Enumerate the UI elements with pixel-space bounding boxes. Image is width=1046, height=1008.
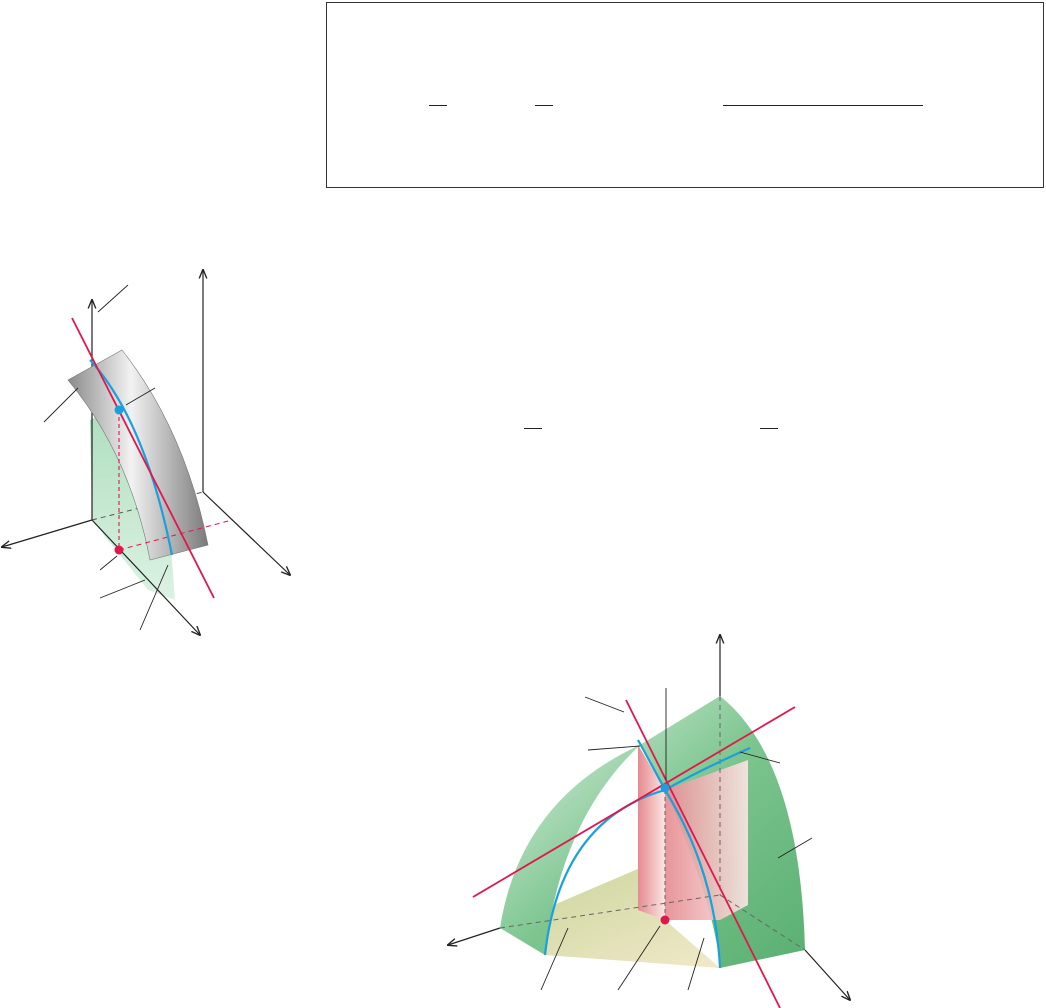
surface-point <box>114 405 124 415</box>
y-axis-lower <box>91 519 200 635</box>
ground-region <box>500 868 720 968</box>
fraction-bar <box>429 105 447 106</box>
gray-surface <box>67 349 209 561</box>
tangent-line <box>71 317 215 599</box>
x-axis <box>2 519 93 547</box>
dashed-red-base <box>118 519 233 551</box>
left-figure <box>2 270 290 635</box>
leader-line <box>777 837 813 859</box>
fraction-bar <box>524 428 542 429</box>
trace-curve <box>89 359 174 556</box>
leader-line <box>540 927 569 991</box>
leader-line <box>99 555 118 571</box>
fraction-bar <box>535 105 553 106</box>
trace-curve-y <box>637 739 722 969</box>
dashed-axis <box>719 894 806 951</box>
x-axis <box>448 927 501 945</box>
dashed-axis <box>499 894 721 929</box>
right-figure <box>448 635 850 1008</box>
leader-line <box>587 745 641 751</box>
y-axis <box>202 491 290 575</box>
leader-line <box>739 751 781 764</box>
tangent-line-x <box>472 706 796 898</box>
fraction-bar <box>723 105 923 106</box>
surface-point <box>660 783 670 793</box>
y-axis <box>804 949 850 1000</box>
leader-line <box>125 387 156 406</box>
pink-plane-back <box>665 760 748 920</box>
pink-plane-front <box>638 745 665 920</box>
fraction-bar <box>760 428 778 429</box>
domain-point <box>660 915 670 925</box>
leader-line <box>97 284 129 313</box>
leader-line <box>99 579 146 599</box>
formula-box <box>326 2 1044 188</box>
leader-line <box>687 937 705 991</box>
tangent-line-y <box>625 699 781 1008</box>
leader-line <box>617 925 661 991</box>
leader-line <box>43 387 79 423</box>
leader-line <box>139 564 169 631</box>
domain-point <box>114 545 124 555</box>
leader-line <box>584 696 625 713</box>
